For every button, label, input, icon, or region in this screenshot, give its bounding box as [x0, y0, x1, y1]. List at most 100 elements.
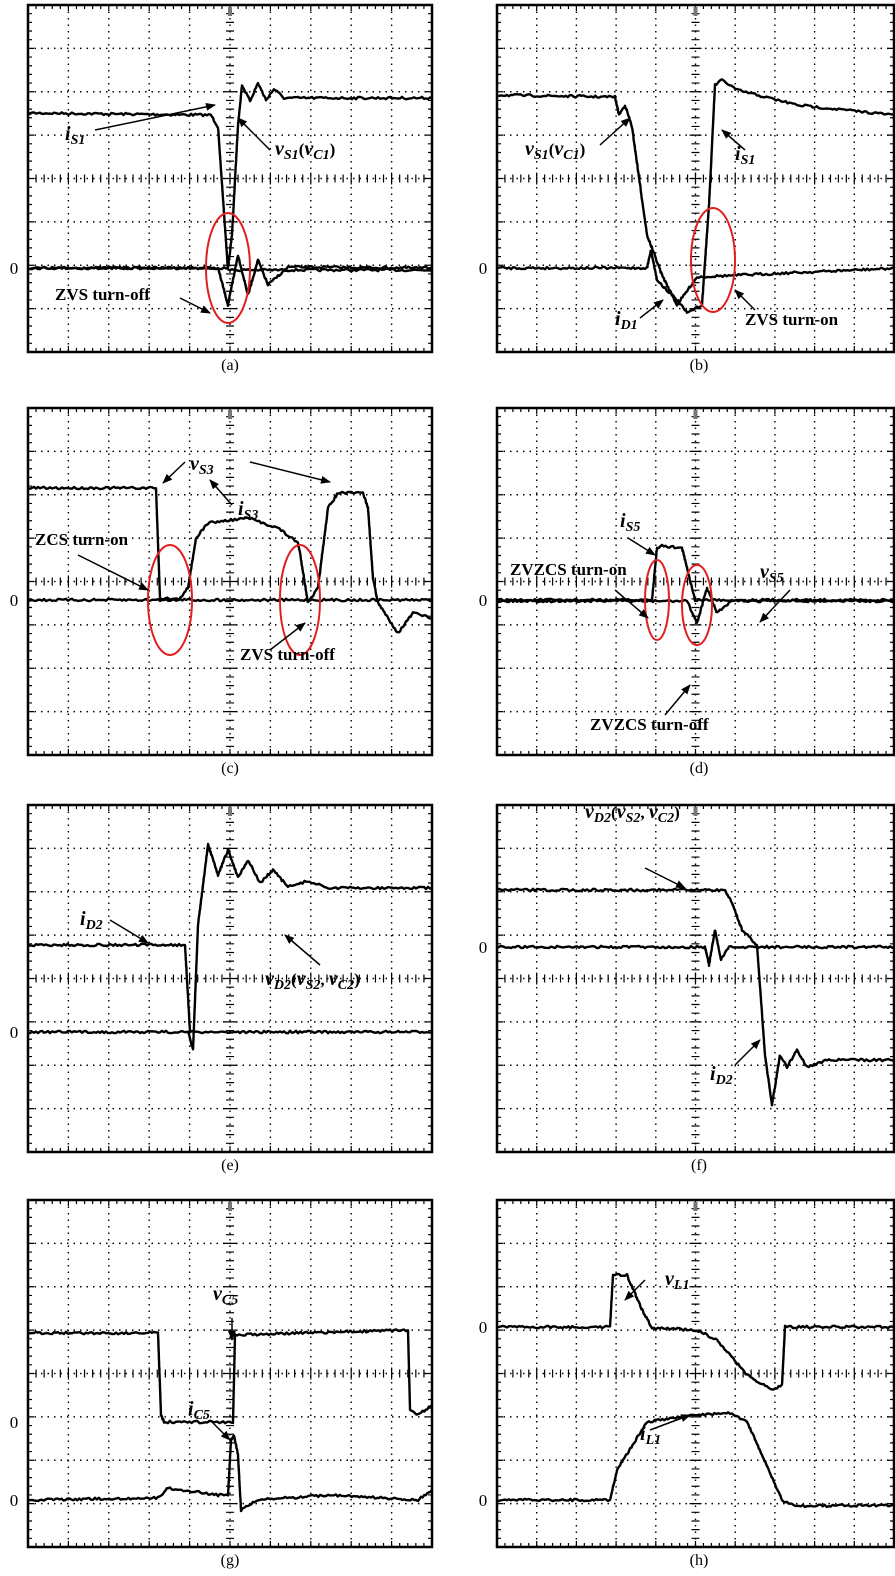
annotation-run: ZVZCS turn-off — [590, 715, 709, 734]
annotation: iC5 — [188, 1398, 210, 1423]
arrow — [180, 298, 210, 313]
annotation: ZVS turn-off — [240, 645, 335, 664]
annotation-run: S1 — [534, 148, 549, 163]
caption: (g) — [221, 1552, 240, 1569]
annotation-run: S5 — [769, 571, 784, 586]
arrow — [210, 480, 232, 505]
annotation-run: C1 — [563, 148, 579, 163]
annotation-run: C5 — [194, 1408, 210, 1423]
annotation: iD2 — [710, 1063, 733, 1088]
trigger-marker — [694, 1202, 698, 1211]
arrow — [645, 868, 685, 888]
caption: (e) — [221, 1157, 239, 1174]
annotation: ZVZCS turn-on — [510, 560, 627, 579]
zero-label: 0 — [479, 259, 488, 278]
zero-label: 0 — [479, 938, 488, 957]
annotation: vS1(vC1) — [275, 138, 335, 163]
trigger-marker — [228, 807, 232, 816]
annotation-run: ZVS turn-off — [55, 285, 150, 304]
annotation-run: C2 — [338, 978, 354, 993]
arrow — [735, 290, 755, 310]
arrow — [600, 118, 630, 145]
caption: (c) — [221, 760, 239, 777]
arrow — [78, 555, 148, 590]
annotation-run: L1 — [645, 1433, 662, 1448]
trigger-marker — [228, 7, 232, 16]
panel: vD2(vS2, vC2)iD20(f) — [479, 801, 894, 1174]
annotation-run: D1 — [620, 318, 638, 333]
annotation-run: S1 — [71, 133, 86, 148]
arrow — [163, 462, 185, 483]
zero-label: 0 — [10, 1023, 19, 1042]
annotation-run: D2 — [85, 918, 103, 933]
annotation-run: ) — [580, 140, 586, 159]
zero-label: 0 — [10, 1491, 19, 1510]
annotation: vS5 — [760, 561, 784, 586]
caption: (d) — [690, 760, 709, 777]
annotation-run: , — [320, 970, 329, 989]
annotation: ZVS turn-on — [745, 310, 839, 329]
arrow — [285, 935, 320, 965]
annotation-run: S3 — [199, 463, 214, 478]
trigger-marker — [694, 410, 698, 419]
annotation: iS5 — [620, 510, 640, 535]
panel: iS5 ZVZCS turn-on vS5 ZVZCS turn-off 0 (d) — [479, 408, 894, 777]
waveform — [497, 588, 894, 623]
annotation: iS1 — [65, 123, 85, 148]
arrow — [628, 538, 655, 555]
arrow — [110, 920, 148, 943]
arrow — [238, 118, 270, 150]
arrow — [95, 105, 215, 130]
highlight-ellipse — [691, 208, 735, 312]
annotation-run: S2 — [626, 811, 641, 826]
annotation-run: S1 — [284, 148, 299, 163]
annotation: vL1 — [665, 1268, 689, 1293]
annotation: iS1 — [735, 143, 755, 168]
annotation-run: C5 — [222, 1293, 238, 1308]
annotation-run: D2 — [593, 811, 611, 826]
annotation-run: ) — [674, 803, 680, 822]
trigger-marker — [228, 1202, 232, 1211]
annotation-run: L1 — [673, 1278, 690, 1293]
annotation-run: S5 — [626, 520, 641, 535]
trigger-marker — [694, 807, 698, 816]
caption: (b) — [690, 357, 709, 374]
annotation-run: ZCS turn-on — [35, 530, 129, 549]
annotation: ZVS turn-off — [55, 285, 150, 304]
arrow — [735, 1040, 760, 1065]
figure: iS1 vS1(vC1) ZVS turn-off 0 (a)vS1(vC1) iS1 iD… — [0, 0, 895, 1576]
arrow — [250, 462, 330, 482]
annotation: iS3 — [238, 498, 258, 523]
annotation-run: ZVZCS turn-on — [510, 560, 627, 579]
annotation-run: C2 — [658, 811, 674, 826]
zero-label: 0 — [479, 1318, 488, 1337]
axis-ticks — [28, 1200, 432, 1547]
annotation: ZVZCS turn-off — [590, 715, 709, 734]
annotation-run: , — [640, 803, 649, 822]
zero-label: 0 — [10, 591, 19, 610]
caption: (a) — [221, 357, 239, 374]
annotation-run: ) — [354, 970, 360, 989]
arrow — [722, 130, 745, 150]
zero-label: 0 — [10, 259, 19, 278]
annotation: vS3 — [190, 453, 214, 478]
panel: iS1 vS1(vC1) ZVS turn-off 0 (a) — [10, 5, 432, 374]
panel: vS3 iS3 ZCS turn-on ZVS turn-off 0 (c) — [10, 408, 432, 777]
zero-label: 0 — [479, 1491, 488, 1510]
annotation: iD1 — [615, 308, 638, 333]
arrow — [665, 685, 690, 715]
annotation: vD2(vS2, vC2) — [265, 968, 360, 993]
trigger-marker — [228, 410, 232, 419]
trigger-marker — [694, 7, 698, 16]
arrow — [615, 590, 648, 618]
annotation-run: ZVS turn-on — [745, 310, 839, 329]
zero-label: 0 — [10, 1413, 19, 1432]
zero-label: 0 — [479, 591, 488, 610]
annotation-run: S1 — [741, 153, 756, 168]
caption: (f) — [691, 1157, 707, 1174]
annotation: iD2 — [80, 908, 103, 933]
annotation: ZCS turn-on — [35, 530, 129, 549]
annotation-run: D2 — [715, 1073, 733, 1088]
